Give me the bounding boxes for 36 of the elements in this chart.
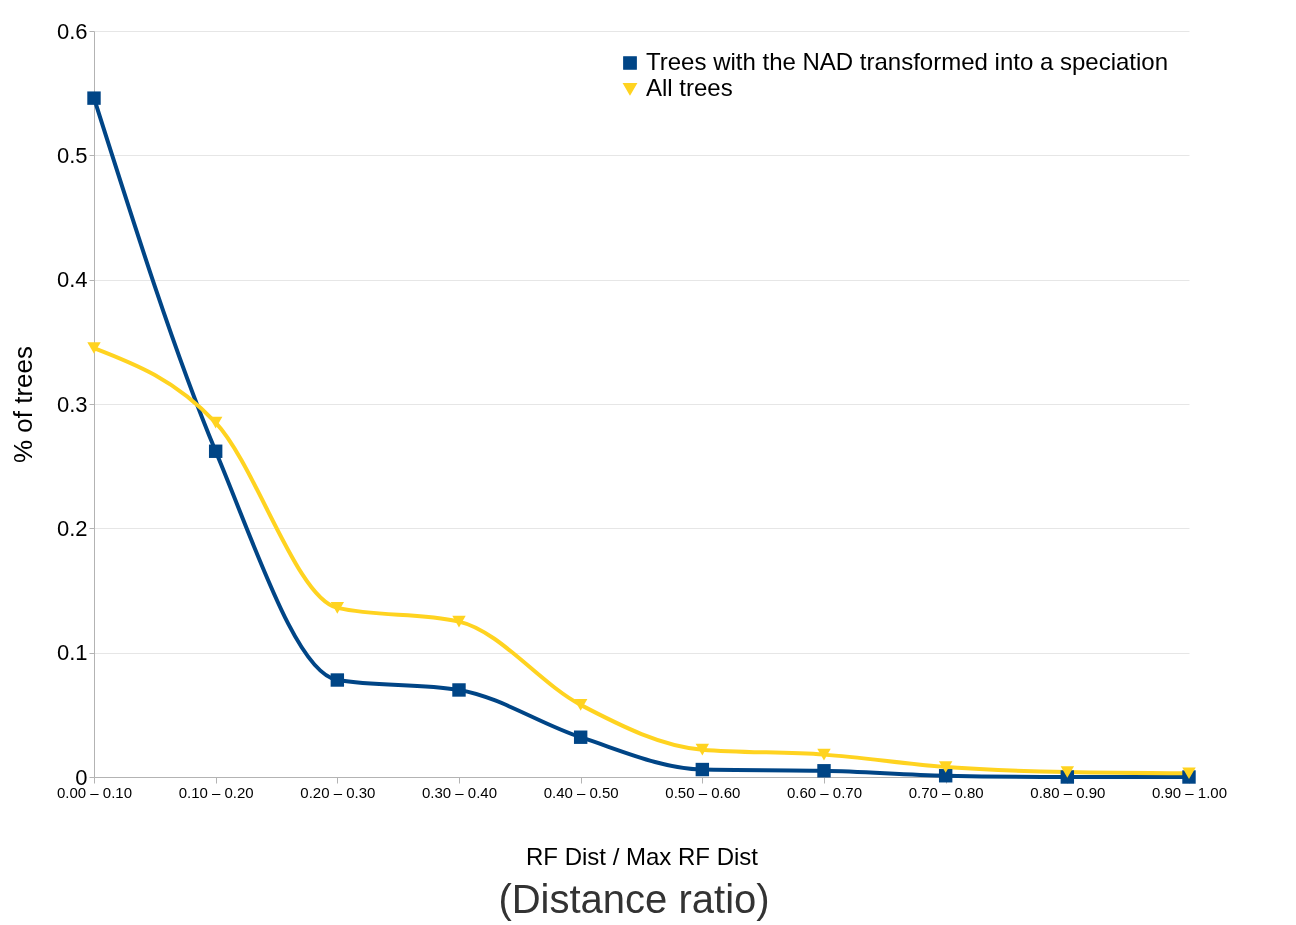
point xyxy=(573,699,588,711)
point xyxy=(452,615,466,628)
y-tick-label: 0.3 xyxy=(56,391,88,417)
point xyxy=(1182,767,1196,780)
x-tick-label: 0.50 – 0.60 xyxy=(665,783,741,801)
point xyxy=(695,743,710,756)
x-tick-label: 0.30 – 0.40 xyxy=(421,783,498,801)
y-tick-label: 0.5 xyxy=(56,142,88,168)
x-tick-label: 0.10 – 0.20 xyxy=(178,783,254,801)
y-tick-label: 0.4 xyxy=(56,267,88,293)
point xyxy=(87,342,101,354)
legend-label: All trees xyxy=(646,74,733,101)
point xyxy=(208,444,223,458)
y-tick-label: 0.6 xyxy=(56,18,88,44)
x-tick-label: 0.80 – 0.90 xyxy=(1030,783,1106,801)
point xyxy=(452,683,466,697)
y-axis-title: % of trees xyxy=(7,345,38,464)
x-tick-label: 0.60 – 0.70 xyxy=(786,783,863,801)
y-tick-label: 0.2 xyxy=(56,515,88,541)
point xyxy=(87,91,101,105)
x-tick-label: 0.20 – 0.30 xyxy=(300,783,376,801)
text: (Distance ratio) xyxy=(498,877,770,921)
point xyxy=(330,673,345,687)
point xyxy=(573,730,588,744)
y-tick-label: 0.1 xyxy=(56,640,88,666)
x-tick-label: 0.40 – 0.50 xyxy=(543,783,619,801)
point xyxy=(695,762,710,777)
point xyxy=(817,764,831,778)
point xyxy=(938,761,953,773)
legend-label: Trees with the NAD transformed into a speciation xyxy=(646,48,1169,75)
point xyxy=(330,602,345,614)
x-axis-title: RF Dist / Max RF Dist xyxy=(526,842,759,870)
x-tick-label: 0.70 – 0.80 xyxy=(908,783,984,801)
point xyxy=(1060,766,1075,778)
point xyxy=(817,748,831,761)
x-tick-label: 0.90 – 1.00 xyxy=(1151,783,1228,801)
